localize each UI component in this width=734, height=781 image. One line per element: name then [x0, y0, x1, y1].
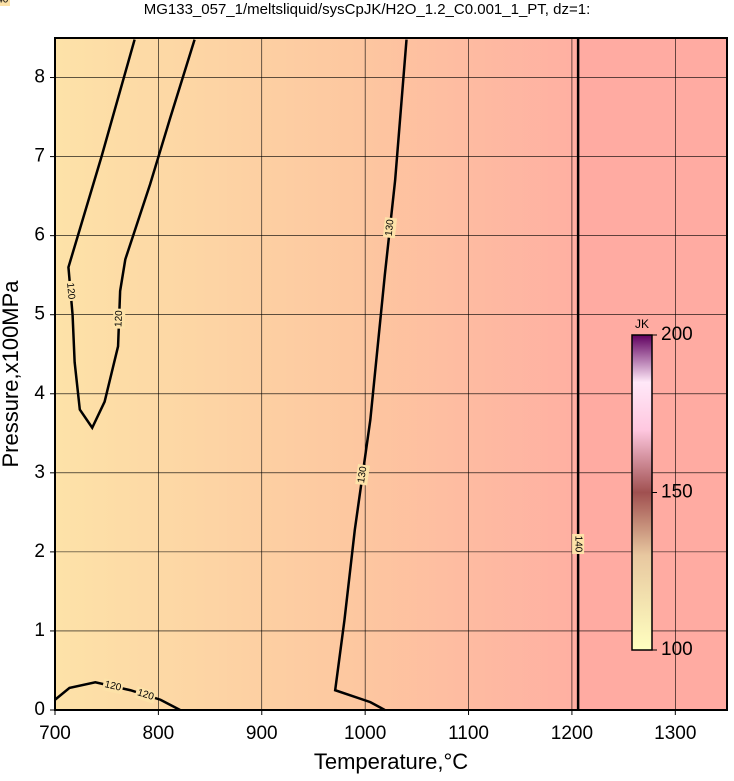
contour-label-bg	[0, 0, 10, 6]
contour-label-group: 120	[101, 678, 124, 695]
contour-line	[333, 39, 408, 712]
contour-label: 130	[384, 218, 397, 236]
contour-label: 120	[104, 679, 123, 693]
contour-label-group: 140	[572, 533, 585, 554]
colorbar-tick-label: 150	[661, 482, 693, 503]
contour-label-group: 120	[63, 280, 78, 302]
contour-label-bg	[382, 217, 398, 239]
x-tick-label: 900	[246, 723, 278, 744]
y-tick-label: 4	[34, 383, 45, 404]
plot-background	[55, 38, 727, 710]
contour-label-group: 120	[112, 308, 126, 329]
contour-label-bg	[112, 308, 126, 329]
x-tick-label: 1200	[551, 723, 593, 744]
colorbar-tick-label: 200	[661, 324, 693, 345]
y-tick-label: 2	[34, 541, 45, 562]
contour-label-group: 120	[134, 686, 157, 704]
colorbar-tick-label: 100	[661, 639, 693, 660]
plot-frame	[54, 37, 728, 711]
contour-label-bg	[63, 280, 78, 302]
y-tick-label: 0	[34, 699, 45, 720]
contour-label-bg	[355, 464, 370, 486]
contours: 120 120 120 120 130 130 140 140	[0, 0, 585, 712]
contour-label-bg	[101, 678, 124, 695]
colorbar-ticks: 100 150 200	[652, 324, 693, 660]
y-tick-label: 5	[34, 304, 45, 325]
y-tick-label: 3	[34, 462, 45, 483]
y-tick-label: 7	[34, 146, 45, 167]
y-tick-label: 1	[34, 620, 45, 641]
contour-label: 140	[0, 0, 9, 6]
y-tick-label: 8	[34, 67, 45, 88]
contour-label: 120	[113, 310, 125, 328]
contour-label-group: 130	[355, 464, 370, 486]
contour-label-bg	[572, 533, 585, 554]
colorbar-label: JK	[635, 317, 649, 331]
contour-label: 120	[64, 282, 76, 300]
chart-title: MG133_057_1/meltsliquid/sysCpJK/H2O_1.2_…	[144, 1, 591, 18]
contour-label: 140	[572, 536, 583, 553]
contour-label-bg	[134, 686, 157, 704]
y-axis-label: Pressure,x100MPa	[0, 280, 23, 468]
x-tick-label: 1100	[448, 723, 489, 744]
colorbar	[631, 334, 653, 651]
contour-label: 120	[136, 687, 156, 703]
contour-line	[67, 39, 196, 431]
x-tick-label: 1000	[344, 723, 386, 744]
x-tick-label: 1300	[654, 723, 696, 744]
x-tick-label: 700	[39, 723, 71, 744]
x-axis-label: Temperature,°C	[314, 749, 468, 774]
contour-label-group: 140	[0, 0, 10, 6]
x-tick-label: 800	[143, 723, 175, 744]
contour-label-group: 130	[382, 217, 398, 239]
contour-label: 130	[356, 465, 369, 483]
y-tick-label: 6	[34, 225, 45, 246]
